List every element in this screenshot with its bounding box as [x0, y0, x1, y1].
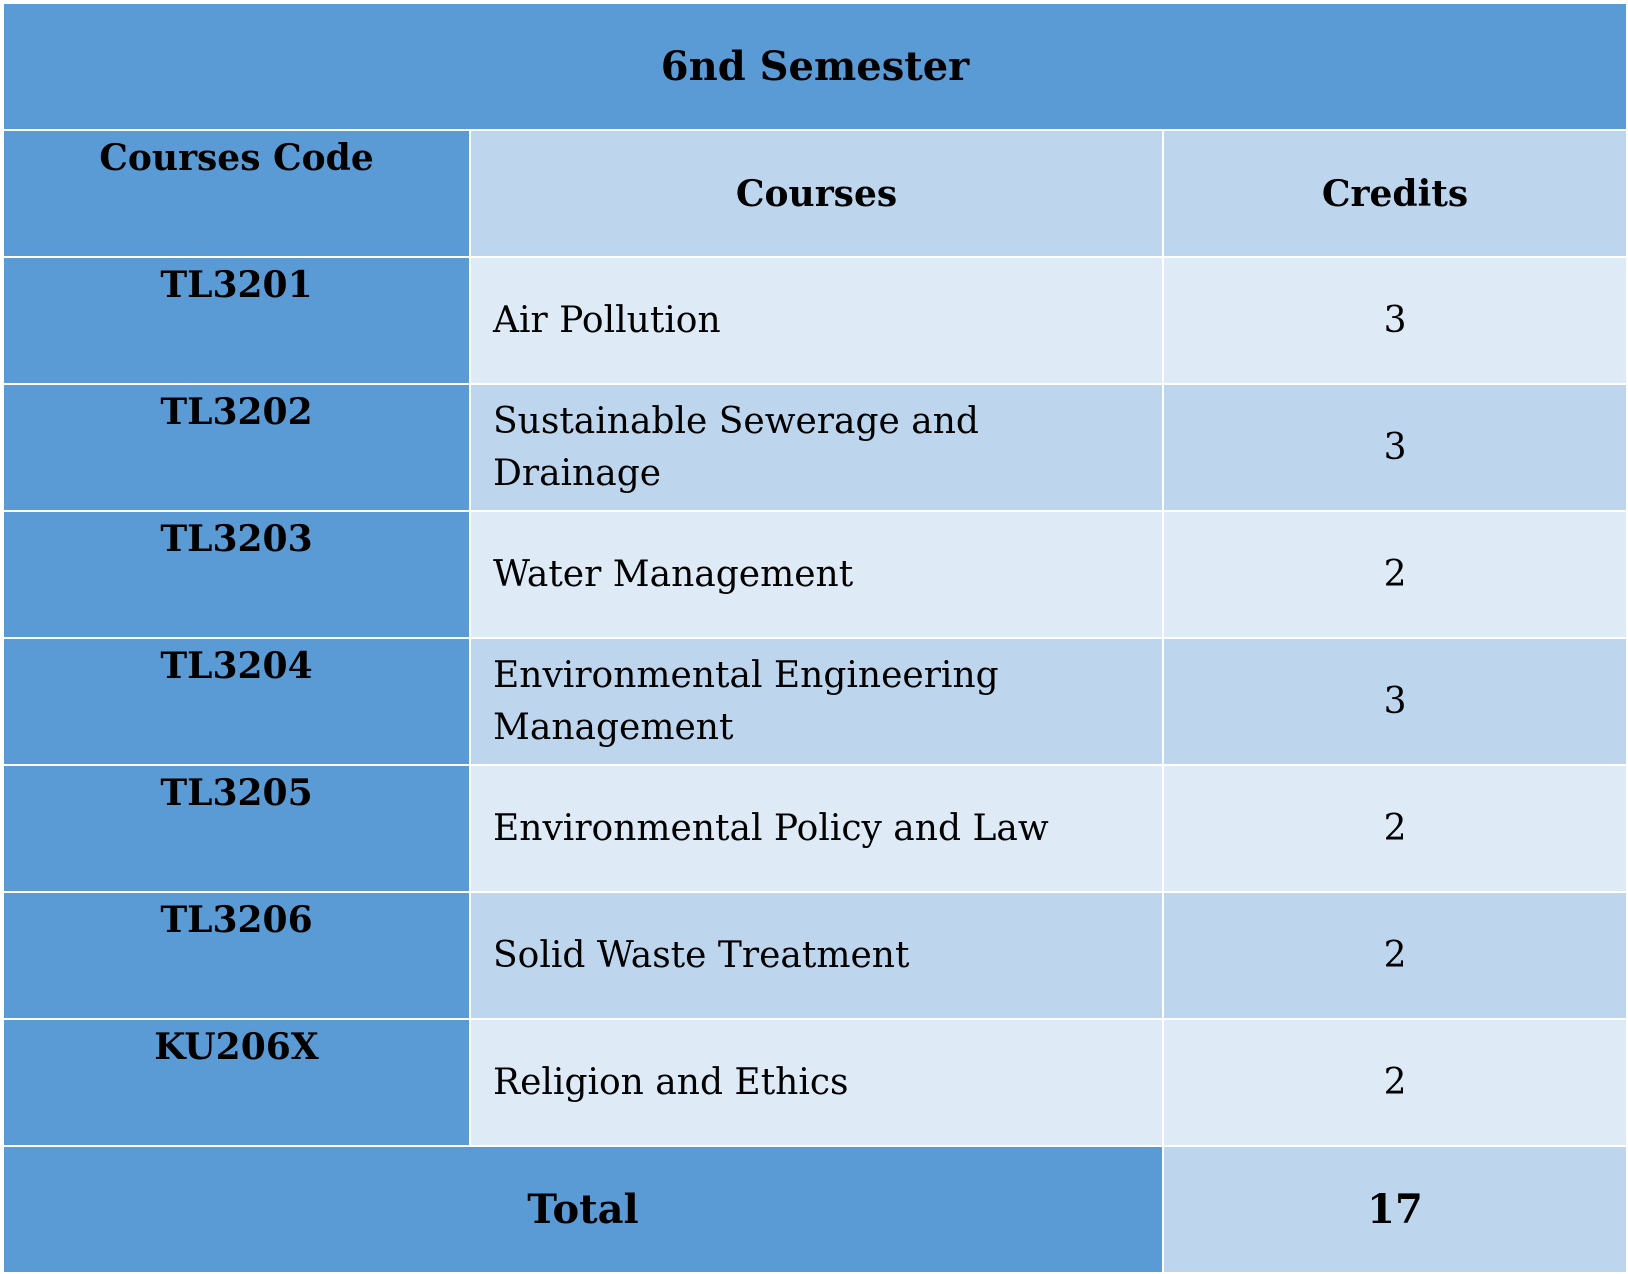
table-row: TL3204 Environmental Engineering Manageme… [2, 637, 1628, 766]
course-code: TL3206 [2, 891, 471, 1020]
course-code: TL3203 [2, 510, 471, 639]
table-title: 6nd Semester [1, 2, 1628, 131]
table-row: TL3201 Air Pollution 3 [2, 256, 1628, 385]
course-code: TL3202 [2, 383, 471, 512]
table-row: TL3202 Sustainable Sewerage and Drainage … [2, 383, 1628, 512]
course-name: Air Pollution [469, 256, 1164, 385]
total-credits: 17 [1161, 1145, 1628, 1274]
total-row: Total 17 [2, 1145, 1628, 1274]
course-name: Environmental Policy and Law [469, 764, 1164, 893]
title-row: 6nd Semester [1, 2, 1628, 131]
header-row: Courses Code Courses Credits [2, 129, 1628, 258]
course-name: Environmental Engineering Management [469, 637, 1164, 766]
course-credits: 3 [1161, 256, 1628, 385]
course-credits: 2 [1161, 891, 1628, 1020]
course-code: TL3205 [2, 764, 471, 893]
header-courses-code: Courses Code [2, 129, 471, 258]
table-row: TL3206 Solid Waste Treatment 2 [2, 891, 1628, 1020]
course-credits: 3 [1161, 383, 1628, 512]
course-credits: 2 [1161, 764, 1628, 893]
course-code: TL3201 [2, 256, 471, 385]
table-row: TL3203 Water Management 2 [2, 510, 1628, 639]
course-credits: 2 [1161, 1018, 1628, 1147]
course-code: TL3204 [2, 637, 471, 766]
course-name: Water Management [469, 510, 1164, 639]
header-courses: Courses [469, 129, 1164, 258]
course-name: Solid Waste Treatment [469, 891, 1164, 1020]
header-credits: Credits [1161, 129, 1628, 258]
total-label: Total [2, 1145, 1164, 1274]
course-name: Sustainable Sewerage and Drainage [469, 383, 1164, 512]
course-name: Religion and Ethics [469, 1018, 1164, 1147]
table-row: TL3205 Environmental Policy and Law 2 [2, 764, 1628, 893]
course-credits: 2 [1161, 510, 1628, 639]
table-row: KU206X Religion and Ethics 2 [2, 1018, 1628, 1147]
course-code: KU206X [2, 1018, 471, 1147]
course-credits: 3 [1161, 637, 1628, 766]
